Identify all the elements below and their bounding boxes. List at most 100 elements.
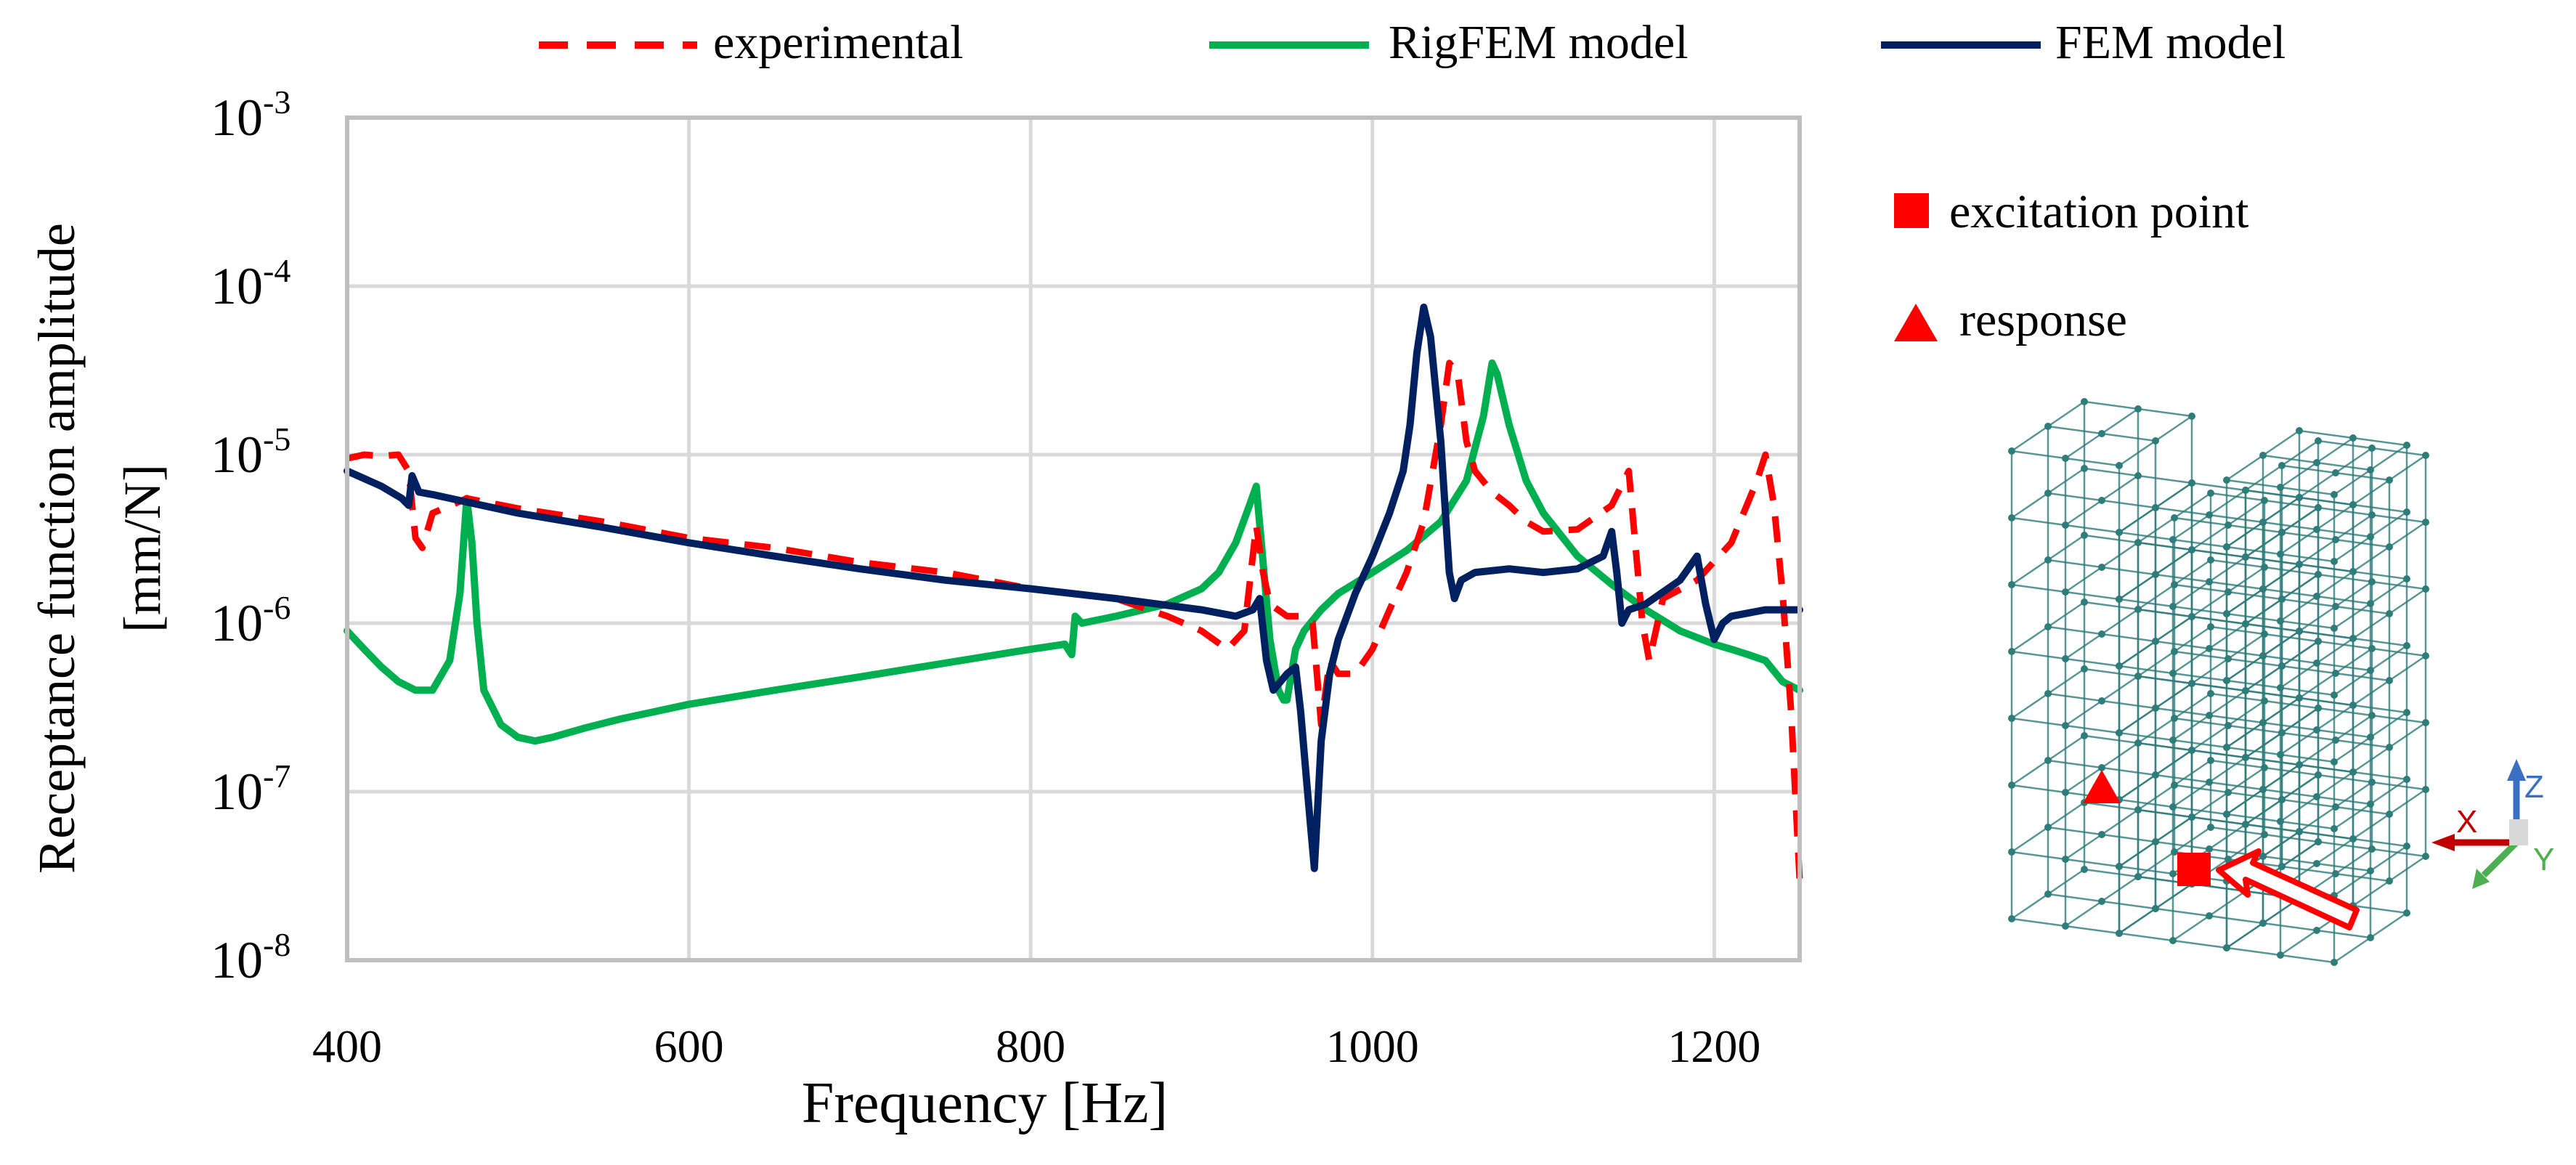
structure-node	[2169, 736, 2177, 744]
top-legend: experimental RigFEM model FEM model	[539, 16, 2286, 69]
structure-beam	[2137, 784, 2175, 811]
structure-beam	[2137, 407, 2193, 418]
structure-node	[2315, 771, 2322, 779]
legend-label-experimental: experimental	[713, 16, 964, 69]
structure-beam	[2155, 707, 2210, 717]
structure-beam	[2137, 808, 2193, 819]
structure-node	[2349, 768, 2357, 776]
structure-beam	[2317, 506, 2373, 516]
structure-beam	[2352, 479, 2390, 506]
structure-beam	[2065, 633, 2102, 660]
structure-beam	[2065, 858, 2120, 868]
structure-beam	[2011, 516, 2066, 527]
structure-node	[2188, 413, 2195, 420]
structure-beam	[2245, 798, 2283, 826]
structure-beam	[2191, 724, 2229, 752]
structure-beam	[2227, 724, 2283, 734]
structure-beam	[2299, 763, 2354, 774]
structure-beam	[2264, 633, 2319, 643]
structure-beam	[2209, 781, 2264, 791]
structure-node	[2278, 796, 2286, 803]
y-tick-label: 10-7	[211, 758, 290, 821]
structure-beam	[2280, 486, 2335, 496]
structure-beam	[2101, 699, 2156, 710]
structure-beam	[2245, 531, 2283, 559]
structure-node	[2223, 811, 2230, 818]
structure-beam	[2209, 914, 2264, 925]
structure-beam	[2280, 820, 2335, 830]
response-marker-icon	[1894, 304, 1938, 341]
series-line-rigfem-model	[344, 359, 1803, 745]
structure-beam	[2065, 699, 2102, 727]
structure-beam	[2210, 826, 2265, 836]
structure-node	[2332, 803, 2339, 811]
structure-beam	[2011, 425, 2049, 452]
structure-node	[2098, 630, 2105, 638]
structure-beam	[2011, 492, 2049, 519]
structure-beam	[2352, 880, 2390, 907]
structure-node	[2296, 427, 2303, 434]
structure-beam	[2389, 654, 2426, 682]
structure-node	[2207, 556, 2214, 564]
structure-beam	[2155, 907, 2210, 917]
structure-node	[2331, 625, 2338, 632]
structure-beam	[2352, 771, 2408, 781]
structure-beam	[2118, 506, 2156, 534]
structure-node	[2386, 877, 2393, 885]
structure-node	[2278, 729, 2286, 736]
structure-beam	[2226, 679, 2281, 689]
structure-beam	[2065, 766, 2102, 794]
structure-beam	[2245, 731, 2283, 759]
structure-beam	[2262, 654, 2317, 665]
structure-node	[2422, 452, 2429, 459]
structure-beam	[2352, 545, 2390, 573]
structure-beam	[2299, 471, 2336, 499]
structure-node	[2368, 779, 2376, 786]
structure-node	[2171, 514, 2178, 521]
structure-beam	[2227, 791, 2283, 801]
structure-beam	[2333, 468, 2371, 496]
structure-beam	[2172, 805, 2227, 816]
structure-node	[2332, 603, 2339, 610]
structure-beam	[2262, 588, 2317, 598]
x-tick-label: 800	[996, 1020, 1065, 1072]
structure-beam	[2280, 686, 2335, 697]
structure-node	[2313, 860, 2320, 867]
structure-node	[2116, 662, 2123, 670]
structure-beam	[2370, 444, 2408, 471]
structure-beam	[2281, 598, 2336, 608]
structure-beam	[2011, 692, 2049, 720]
structure-node	[2422, 853, 2429, 860]
structure-beam	[2065, 566, 2102, 593]
structure-node	[2224, 856, 2232, 863]
structure-node	[2403, 843, 2410, 850]
structure-node	[2368, 845, 2376, 853]
structure-beam	[2065, 833, 2102, 861]
structure-beam	[2335, 447, 2373, 474]
structure-beam	[2316, 461, 2371, 471]
structure-beam	[2317, 573, 2373, 583]
structure-beam	[2084, 801, 2139, 811]
structure-node	[2259, 652, 2267, 659]
x-tick-label: 1000	[1326, 1020, 1419, 1072]
structure-node	[2403, 642, 2410, 649]
structure-node	[2098, 430, 2105, 437]
structure-beam	[2191, 615, 2246, 625]
triad-y-arrowhead	[2472, 869, 2490, 889]
structure-beam	[2101, 407, 2139, 435]
structure-beam	[2210, 692, 2265, 702]
structure-beam	[2047, 893, 2102, 903]
structure-node	[2367, 734, 2374, 741]
structure-node	[2313, 459, 2320, 466]
structure-node	[2044, 824, 2052, 831]
structure-node	[2152, 571, 2159, 578]
structure-node	[2315, 838, 2322, 845]
structure-beam	[2389, 855, 2426, 882]
series-layer	[344, 304, 1803, 880]
structure-node	[2207, 757, 2214, 764]
structure-node	[2152, 504, 2159, 511]
structure-beam	[2118, 731, 2174, 742]
structure-beam	[2316, 528, 2371, 538]
structure-beam	[2371, 514, 2426, 524]
structure-beam	[2352, 904, 2408, 914]
